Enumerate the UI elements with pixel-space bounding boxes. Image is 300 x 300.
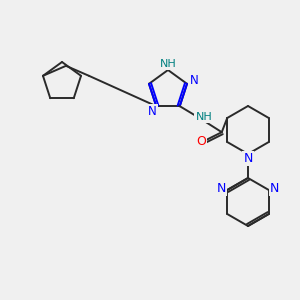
Text: NH: NH	[195, 112, 212, 122]
Text: N: N	[217, 182, 226, 194]
Text: N: N	[270, 182, 280, 194]
Text: N: N	[243, 152, 253, 164]
Text: N: N	[148, 105, 157, 118]
Text: N: N	[190, 74, 198, 87]
Text: NH: NH	[160, 59, 176, 69]
Text: O: O	[196, 135, 206, 148]
